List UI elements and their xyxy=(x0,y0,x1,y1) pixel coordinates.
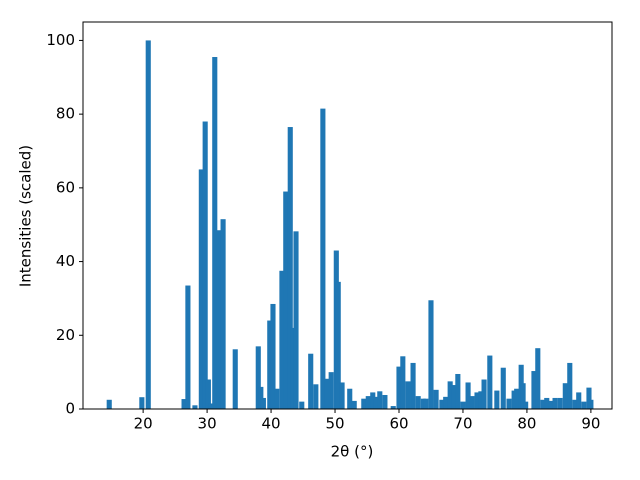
bar xyxy=(339,382,345,409)
bar xyxy=(198,169,204,409)
bar xyxy=(455,373,461,409)
y-tick-label: 20 xyxy=(56,326,75,344)
bar xyxy=(535,348,541,409)
bar xyxy=(494,390,500,409)
bar xyxy=(581,401,587,409)
x-axis-label: 2θ (°) xyxy=(331,443,374,461)
x-tick-label: 40 xyxy=(262,415,281,433)
bar xyxy=(415,396,421,409)
x-tick-label: 90 xyxy=(581,415,600,433)
bar xyxy=(531,371,537,409)
bar xyxy=(439,399,445,409)
bar xyxy=(208,403,214,409)
bar xyxy=(423,398,429,409)
bar xyxy=(324,378,330,409)
bar xyxy=(382,394,388,409)
bar xyxy=(552,397,558,409)
bar xyxy=(474,392,480,409)
bar xyxy=(351,400,357,409)
bar xyxy=(377,391,383,409)
bar xyxy=(410,362,416,409)
x-tick-label: 30 xyxy=(198,415,217,433)
bar xyxy=(220,219,226,409)
bar xyxy=(287,127,293,410)
bar xyxy=(192,405,198,409)
bar xyxy=(540,399,546,409)
bar xyxy=(478,391,484,409)
bar xyxy=(347,388,353,409)
x-tick-label: 20 xyxy=(134,415,153,433)
bar xyxy=(216,230,222,409)
y-axis-label: Intensities (scaled) xyxy=(17,145,35,287)
bar xyxy=(428,300,434,409)
bar xyxy=(544,397,550,409)
bar xyxy=(205,379,211,409)
x-tick-label: 50 xyxy=(325,415,344,433)
bar xyxy=(576,392,582,409)
bar xyxy=(487,355,493,409)
x-tick-label: 60 xyxy=(389,415,408,433)
bar xyxy=(212,57,218,410)
bar xyxy=(365,396,371,409)
bar xyxy=(270,303,276,409)
bar xyxy=(361,398,367,409)
bar xyxy=(451,385,457,409)
bar xyxy=(433,389,439,409)
y-tick-label: 60 xyxy=(56,178,75,196)
bar xyxy=(465,382,471,409)
bar xyxy=(274,388,280,409)
bar xyxy=(562,383,568,409)
bar xyxy=(506,398,512,409)
bar xyxy=(572,399,578,409)
bar xyxy=(290,327,296,409)
bar xyxy=(283,191,289,409)
bar xyxy=(232,349,238,409)
bar xyxy=(313,384,319,409)
bar xyxy=(255,346,261,409)
y-tick-label: 0 xyxy=(65,400,75,418)
bar xyxy=(370,392,376,409)
bar xyxy=(373,396,379,409)
bar xyxy=(335,281,341,409)
bar xyxy=(588,399,594,409)
bar xyxy=(279,270,285,409)
bar xyxy=(320,108,326,409)
bar xyxy=(500,367,506,409)
bar xyxy=(267,320,273,409)
bar xyxy=(181,399,187,409)
y-tick-label: 40 xyxy=(56,252,75,270)
bar xyxy=(523,401,529,409)
bar xyxy=(260,397,266,409)
bar xyxy=(328,372,334,409)
bar xyxy=(293,231,299,409)
bar xyxy=(557,397,563,409)
bar xyxy=(299,401,305,409)
bar xyxy=(548,400,554,409)
y-tick-label: 100 xyxy=(46,31,75,49)
x-tick-label: 80 xyxy=(517,415,536,433)
bar xyxy=(481,379,487,409)
bar xyxy=(443,396,449,409)
bar xyxy=(514,388,520,409)
plot-frame xyxy=(82,21,613,410)
y-tick-label: 80 xyxy=(56,105,75,123)
bar xyxy=(520,383,526,409)
bar xyxy=(469,396,475,409)
x-tick-label: 70 xyxy=(453,415,472,433)
bar xyxy=(460,401,466,409)
bar xyxy=(185,285,191,409)
bar xyxy=(145,40,151,410)
bar xyxy=(106,399,112,409)
bar xyxy=(202,121,208,409)
bar xyxy=(586,387,592,409)
bar xyxy=(308,353,314,409)
bar xyxy=(396,366,402,409)
bar xyxy=(390,406,396,409)
bar xyxy=(447,381,453,409)
bar xyxy=(567,362,573,409)
bar xyxy=(139,397,145,409)
bar xyxy=(405,381,411,409)
bar xyxy=(400,356,406,409)
